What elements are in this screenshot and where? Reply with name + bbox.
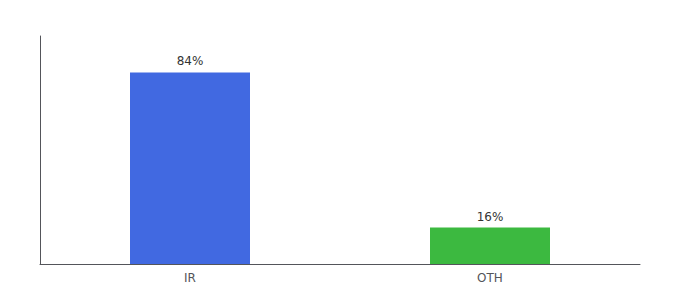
svg-text:16%: 16% bbox=[477, 210, 504, 224]
svg-text:OTH: OTH bbox=[477, 271, 503, 285]
svg-text:84%: 84% bbox=[177, 54, 204, 68]
svg-text:IR: IR bbox=[184, 271, 196, 285]
